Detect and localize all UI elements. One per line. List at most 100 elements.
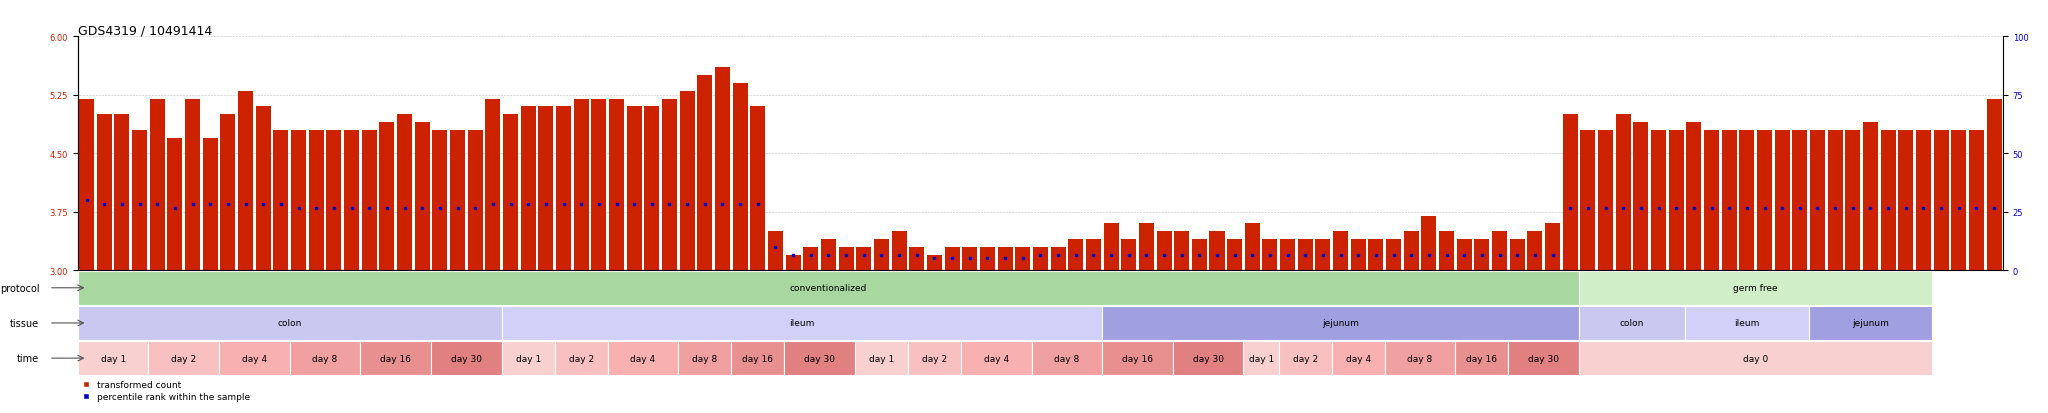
Bar: [78, 271, 2003, 286]
Bar: [1192, 240, 1206, 271]
Bar: [1722, 131, 1737, 271]
Bar: [733, 84, 748, 271]
Text: protocol: protocol: [0, 283, 39, 293]
Bar: [1792, 131, 1806, 271]
Bar: [555, 342, 608, 375]
Bar: [1493, 232, 1507, 271]
Bar: [608, 342, 678, 375]
Bar: [909, 247, 924, 271]
Bar: [784, 342, 854, 375]
Bar: [1104, 224, 1118, 271]
Bar: [1298, 240, 1313, 271]
Text: jejunum: jejunum: [1323, 319, 1360, 328]
Bar: [1686, 306, 1808, 340]
Bar: [1245, 224, 1260, 271]
Bar: [678, 342, 731, 375]
Bar: [1917, 131, 1931, 271]
Bar: [78, 342, 147, 375]
Text: colon: colon: [1620, 319, 1645, 328]
Bar: [238, 92, 254, 271]
Bar: [1563, 115, 1577, 271]
Text: day 1: day 1: [516, 354, 541, 363]
Bar: [1210, 232, 1225, 271]
Text: day 1: day 1: [1249, 354, 1274, 363]
Bar: [1456, 240, 1473, 271]
Bar: [1827, 131, 1843, 271]
Bar: [1509, 240, 1526, 271]
Bar: [1579, 306, 1686, 340]
Text: day 8: day 8: [313, 354, 338, 363]
Bar: [344, 131, 358, 271]
Text: day 4: day 4: [242, 354, 266, 363]
Bar: [1174, 342, 1243, 375]
Bar: [451, 131, 465, 271]
Bar: [1987, 100, 2001, 271]
Bar: [1686, 123, 1702, 271]
Text: ileum: ileum: [1735, 319, 1759, 328]
Bar: [1368, 240, 1384, 271]
Bar: [786, 255, 801, 271]
Bar: [80, 100, 94, 271]
Bar: [715, 68, 729, 271]
Text: day 16: day 16: [1122, 354, 1153, 363]
Bar: [1352, 240, 1366, 271]
Bar: [184, 100, 201, 271]
Bar: [1634, 123, 1649, 271]
Bar: [1528, 232, 1542, 271]
Bar: [1386, 240, 1401, 271]
Bar: [1333, 232, 1348, 271]
Bar: [467, 131, 483, 271]
Bar: [78, 271, 1579, 305]
Bar: [1739, 131, 1755, 271]
Bar: [1776, 131, 1790, 271]
Bar: [891, 232, 907, 271]
Bar: [1898, 131, 1913, 271]
Bar: [1016, 247, 1030, 271]
Text: day 4: day 4: [983, 354, 1010, 363]
Text: time: time: [16, 353, 39, 363]
Bar: [1968, 131, 1985, 271]
Bar: [573, 100, 588, 271]
Bar: [1139, 224, 1153, 271]
Text: day 8: day 8: [1055, 354, 1079, 363]
Bar: [1120, 240, 1137, 271]
Bar: [680, 92, 694, 271]
Bar: [997, 247, 1012, 271]
Bar: [627, 107, 641, 271]
Text: day 2: day 2: [1292, 354, 1317, 363]
Bar: [1704, 131, 1718, 271]
Bar: [1280, 240, 1294, 271]
Bar: [731, 342, 784, 375]
Bar: [838, 247, 854, 271]
Bar: [256, 107, 270, 271]
Text: colon: colon: [279, 319, 301, 328]
Bar: [768, 232, 782, 271]
Text: day 0: day 0: [1743, 354, 1767, 363]
Bar: [1174, 232, 1190, 271]
Bar: [1384, 342, 1456, 375]
Bar: [1579, 342, 1933, 375]
Legend: transformed count, percentile rank within the sample: transformed count, percentile rank withi…: [82, 380, 250, 401]
Bar: [1262, 240, 1278, 271]
Bar: [379, 123, 395, 271]
Bar: [944, 247, 961, 271]
Bar: [362, 131, 377, 271]
Bar: [1085, 240, 1102, 271]
Bar: [592, 100, 606, 271]
Bar: [1315, 240, 1331, 271]
Bar: [1032, 342, 1102, 375]
Bar: [115, 115, 129, 271]
Bar: [928, 255, 942, 271]
Bar: [1757, 131, 1772, 271]
Text: day 8: day 8: [1407, 354, 1434, 363]
Bar: [78, 306, 502, 340]
Bar: [821, 240, 836, 271]
Bar: [326, 131, 342, 271]
Bar: [1669, 131, 1683, 271]
Bar: [1102, 342, 1174, 375]
Bar: [150, 100, 164, 271]
Bar: [961, 342, 1032, 375]
Bar: [502, 306, 1102, 340]
Bar: [1456, 342, 1509, 375]
Bar: [430, 342, 502, 375]
